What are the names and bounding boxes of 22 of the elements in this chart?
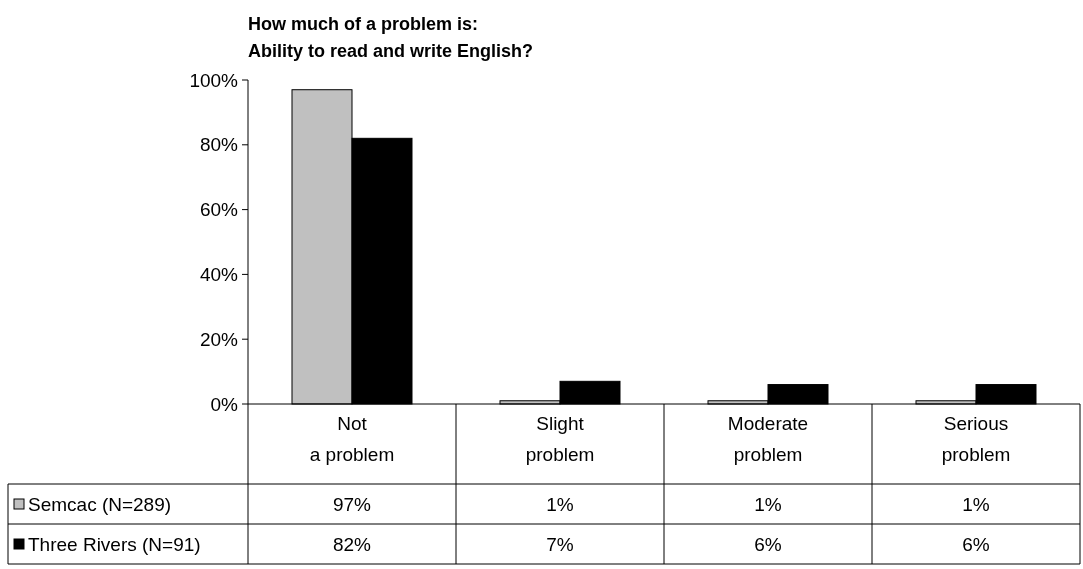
y-tick-label: 20% bbox=[199, 328, 239, 350]
data-label: 6% bbox=[754, 533, 782, 555]
data-label: 7% bbox=[546, 533, 574, 555]
data-label: 1% bbox=[962, 493, 990, 515]
data-label: 82% bbox=[332, 533, 372, 555]
legend-label: Three Rivers (N=91) bbox=[28, 533, 201, 555]
chart-subtitle: Ability to read and write English? bbox=[248, 41, 534, 61]
y-tick-label: 0% bbox=[210, 393, 239, 415]
x-tick-label: Slight problem bbox=[525, 413, 595, 465]
legend-label: Semcac (N=289) bbox=[28, 493, 172, 515]
y-tick-label: 40% bbox=[199, 264, 239, 286]
x-tick-label: Not a problem bbox=[309, 413, 395, 465]
chart-title: How much of a problem is: bbox=[248, 14, 479, 34]
x-tick-label: Serious problem bbox=[941, 413, 1011, 465]
data-label: 1% bbox=[754, 493, 782, 515]
data-label: 1% bbox=[546, 493, 574, 515]
data-label: 97% bbox=[332, 493, 372, 515]
x-tick-label: Moderate problem bbox=[727, 413, 809, 465]
y-tick-label: 60% bbox=[199, 199, 239, 221]
y-tick-label: 100% bbox=[189, 69, 239, 91]
data-label: 6% bbox=[962, 533, 990, 555]
y-tick-label: 80% bbox=[199, 134, 239, 156]
